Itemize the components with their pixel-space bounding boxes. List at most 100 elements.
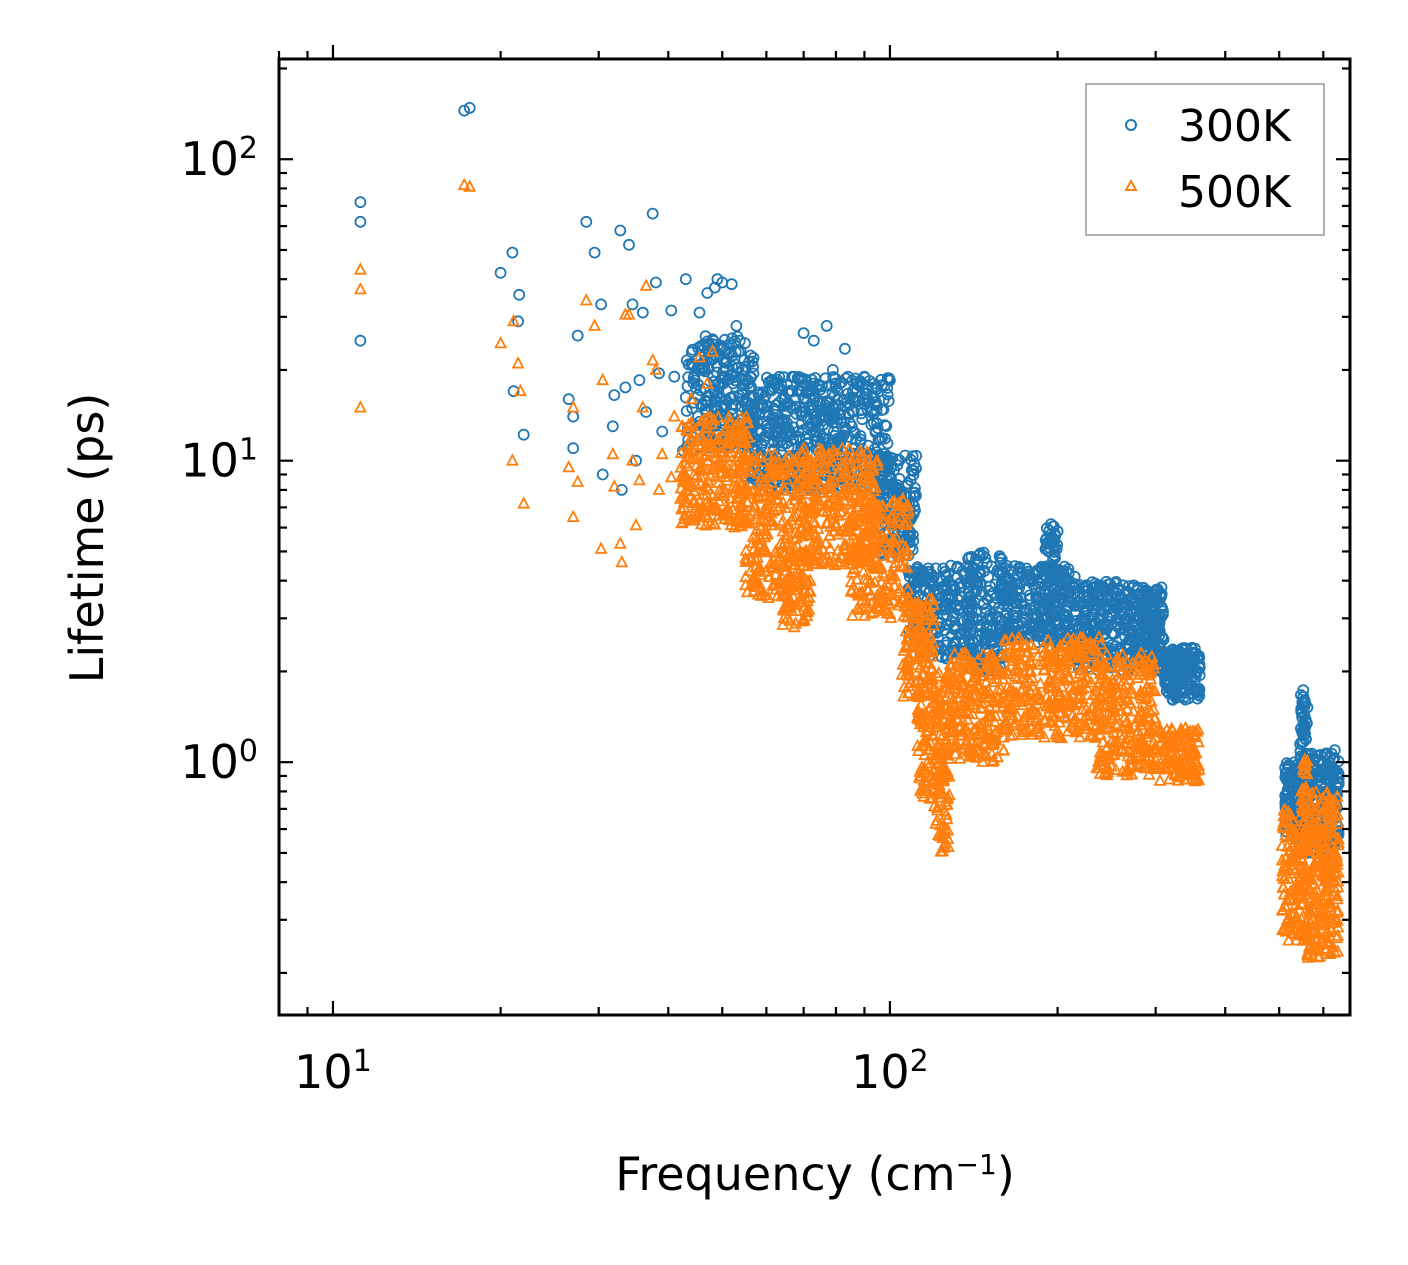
point-500k-316 — [687, 484, 701, 497]
point-500k-204 — [713, 455, 727, 469]
point-500k-301 — [682, 508, 696, 521]
point-300k-698 — [870, 380, 883, 393]
point-300k-1726 — [1008, 596, 1021, 608]
point-500k-40 — [700, 376, 714, 389]
point-300k-1728 — [995, 577, 1008, 590]
point-300k-2373 — [1193, 669, 1206, 682]
point-300k-1036 — [874, 487, 887, 500]
point-300k-18 — [596, 468, 609, 481]
point-300k-2402 — [1176, 669, 1189, 681]
point-300k-850 — [765, 384, 778, 397]
point-300k-1714 — [1036, 624, 1048, 637]
point-500k-13 — [571, 474, 585, 487]
point-300k-1377 — [962, 585, 975, 598]
point-300k-2584 — [1296, 727, 1309, 740]
point-300k-867 — [742, 374, 754, 386]
point-500k-317 — [678, 474, 692, 487]
points-layer — [353, 102, 1345, 963]
point-500k-311 — [689, 458, 703, 471]
point-500k-206 — [733, 498, 747, 511]
point-300k-645 — [804, 402, 816, 414]
point-500k-298 — [678, 470, 692, 484]
point-500k-154 — [713, 482, 726, 496]
point-500k-3 — [457, 177, 471, 191]
point-300k-1417 — [979, 633, 992, 645]
point-300k-1655 — [1046, 592, 1058, 605]
point-300k-2225 — [1146, 629, 1159, 641]
point-300k-1936 — [1109, 577, 1121, 590]
point-500k-247 — [724, 517, 738, 531]
point-300k-837 — [828, 389, 841, 402]
point-300k-779 — [775, 423, 788, 436]
point-300k-1 — [354, 215, 367, 228]
point-300k-1776 — [1046, 559, 1059, 572]
point-300k-303 — [726, 332, 738, 345]
point-300k-2027 — [1117, 579, 1129, 592]
point-300k-2514 — [1282, 759, 1295, 771]
point-300k-1396 — [962, 562, 975, 575]
point-500k-20 — [607, 479, 621, 492]
point-300k-2210 — [1151, 616, 1164, 629]
point-300k-6 — [506, 246, 519, 259]
point-300k-2002 — [1079, 585, 1091, 597]
point-300k-2404 — [1162, 650, 1175, 663]
point-300k-2029 — [1092, 626, 1105, 639]
point-500k-293 — [702, 481, 715, 494]
point-300k-15 — [580, 215, 593, 228]
point-300k-227 — [681, 380, 694, 393]
point-300k-1696 — [1006, 584, 1018, 597]
point-300k-852 — [807, 377, 820, 390]
point-300k-1716 — [1042, 610, 1055, 623]
point-300k-297 — [702, 389, 715, 402]
point-300k-2399 — [1159, 673, 1171, 686]
point-500k-304 — [701, 417, 714, 430]
point-300k-1042 — [882, 475, 895, 487]
point-300k-2 — [354, 334, 367, 347]
point-500k-16 — [588, 318, 602, 331]
point-500k-171 — [685, 450, 699, 464]
point-300k-14 — [571, 329, 584, 342]
point-300k-1267 — [952, 602, 965, 615]
point-500k-307 — [708, 500, 722, 514]
point-300k-1943 — [1106, 639, 1119, 651]
point-300k-1923 — [1108, 600, 1121, 612]
point-300k-721 — [761, 406, 774, 419]
point-300k-832 — [768, 417, 781, 430]
point-300k-1034 — [893, 454, 906, 467]
point-300k-1666 — [1011, 593, 1024, 606]
point-300k-2236 — [1132, 590, 1145, 603]
point-500k-19 — [606, 446, 620, 460]
point-300k-828 — [826, 386, 839, 399]
point-500k-287 — [674, 460, 688, 473]
point-300k-1264 — [922, 565, 935, 578]
point-300k-279 — [716, 372, 729, 384]
point-500k-28 — [636, 400, 650, 413]
point-300k-753 — [847, 405, 860, 418]
point-300k-1773 — [1046, 568, 1059, 581]
point-300k-162 — [747, 360, 759, 373]
point-300k-2579 — [1299, 720, 1312, 733]
point-300k-1707 — [994, 621, 1007, 634]
point-500k-101 — [722, 410, 736, 423]
point-300k-2384 — [1183, 663, 1196, 676]
point-300k-1381 — [963, 590, 975, 603]
point-300k-1040 — [905, 453, 917, 466]
point-300k-1416 — [982, 571, 994, 583]
point-300k-1258 — [940, 618, 953, 631]
point-300k-854 — [846, 374, 859, 387]
point-300k-800 — [792, 370, 805, 383]
point-300k-803 — [763, 426, 776, 439]
point-300k-2037 — [1101, 583, 1114, 595]
point-300k-551 — [879, 432, 891, 445]
point-300k-2405 — [1159, 677, 1171, 690]
point-300k-848 — [759, 408, 772, 421]
point-500k-299 — [674, 481, 688, 494]
point-500k-253 — [729, 511, 743, 524]
point-500k-41 — [705, 344, 719, 357]
point-300k-9 — [513, 288, 526, 301]
point-300k-44 — [725, 278, 738, 291]
point-300k-19 — [606, 420, 619, 433]
point-500k-318 — [694, 470, 708, 483]
point-300k-214 — [699, 330, 712, 343]
